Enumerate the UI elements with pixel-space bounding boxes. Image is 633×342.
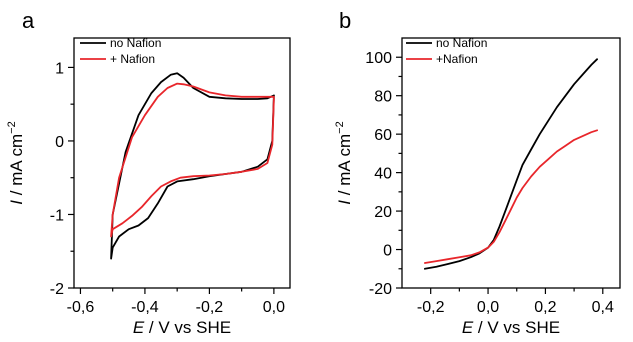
x-tick-label: 0,0 — [263, 299, 285, 316]
series-line-no-nafion — [110, 72, 275, 260]
y-tick-label: 60 — [374, 127, 392, 144]
x-axis-title: E / V vs SHE — [133, 318, 231, 337]
y-tick-label: 100 — [365, 50, 392, 67]
series-line--nafion — [110, 82, 275, 238]
y-axis-title: I / mA cm−2 — [6, 121, 26, 204]
plot-frame — [73, 37, 291, 289]
y-tick-label: 0 — [383, 243, 392, 260]
x-tick-label: -0,2 — [196, 299, 224, 316]
y-axis-title-exponent: −2 — [334, 121, 346, 134]
y-axis-title-symbol: I — [335, 200, 354, 205]
y-axis-title-exponent: −2 — [6, 121, 18, 134]
y-tick-label: 1 — [55, 60, 64, 77]
legend-label: + Nafion — [110, 52, 155, 66]
x-axis-title-unit: / V vs SHE — [473, 318, 560, 337]
chart-panel-a: a -0,6 -0,4 -0,2 0,0 -2 -1 0 1 E / V vs SHE I / mA… — [6, 8, 291, 337]
y-tick-label: -2 — [50, 281, 64, 298]
panel-letter: b — [339, 8, 351, 33]
x-axis-title-symbol: E — [462, 318, 474, 337]
x-tick-label: 0,4 — [592, 299, 614, 316]
legend-label: no Nafion — [110, 36, 161, 50]
y-axis-title-unit: / mA cm — [335, 134, 354, 200]
y-tick-label: 0 — [55, 134, 64, 151]
chart-panel-b: b -0,2 0,0 0,2 0,4 -20 0 20 40 60 80 100 E / V vs SH… — [334, 8, 621, 337]
x-tick-label: -0,6 — [67, 299, 95, 316]
x-tick-label: 0,0 — [477, 299, 499, 316]
x-tick-label: 0,2 — [534, 299, 556, 316]
x-axis-title-unit: / V vs SHE — [144, 318, 231, 337]
x-axis-title: E / V vs SHE — [462, 318, 560, 337]
y-axis-title-unit: / mA cm — [7, 134, 26, 200]
y-tick-label: 40 — [374, 166, 392, 183]
y-axis-title: I / mA cm−2 — [334, 121, 354, 204]
y-tick-label: 20 — [374, 204, 392, 221]
panel-letter: a — [22, 8, 35, 33]
x-axis-title-symbol: E — [133, 318, 145, 337]
series-line-no-nafion — [424, 58, 598, 270]
legend-label: +Nafion — [436, 52, 478, 66]
x-tick-label: -0,2 — [417, 299, 445, 316]
x-tick-label: -0,4 — [131, 299, 159, 316]
plot-frame — [401, 37, 621, 289]
y-axis-title-symbol: I — [7, 200, 26, 205]
y-tick-label: -1 — [50, 207, 64, 224]
y-tick-label: -20 — [369, 281, 392, 298]
y-tick-label: 80 — [374, 89, 392, 106]
series-line--nafion — [424, 129, 598, 264]
legend-label: no Nafion — [436, 36, 487, 50]
